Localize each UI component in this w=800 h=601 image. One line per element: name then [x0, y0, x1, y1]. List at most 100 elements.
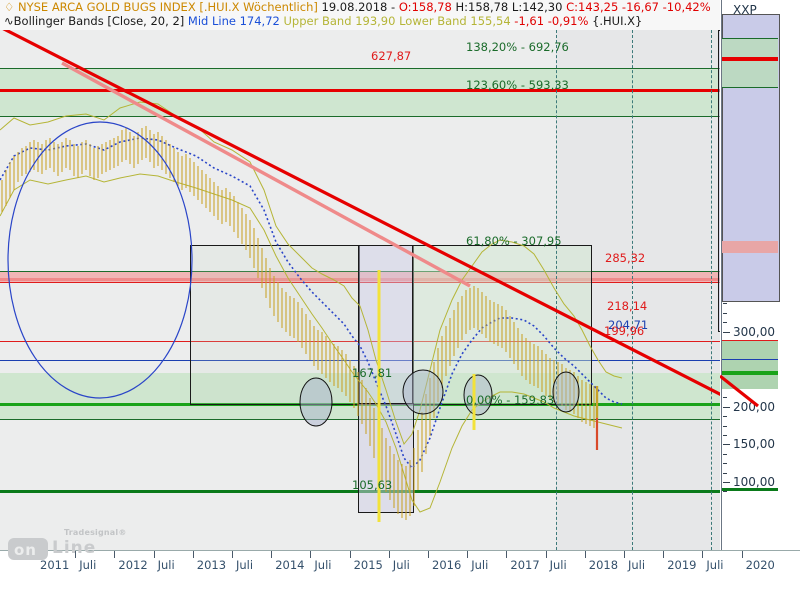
time-tick-label: Juli: [79, 558, 97, 572]
time-tick-label: 2018: [588, 558, 619, 572]
highlight-ellipse-2: [402, 369, 444, 415]
level-line-593: [0, 116, 720, 117]
forecast-level-204: [722, 359, 778, 360]
instrument-name: NYSE ARCA GOLD BUGS INDEX [.HUI.X Wöchen…: [17, 0, 318, 14]
price-label-167: 167,81: [352, 366, 393, 380]
level-line-627: [0, 89, 720, 92]
time-tick-label: 2017: [510, 558, 540, 572]
fib-label-000: 0,00% - 159,83: [466, 393, 555, 407]
vline-30-12-2018: [632, 30, 633, 550]
downtrend-line-secondary: [61, 61, 471, 288]
logo-on-text: on: [14, 541, 37, 559]
logo-line-text: Line: [52, 538, 97, 558]
time-tick-label: Juli: [157, 558, 175, 572]
change-percent: -10,42%: [662, 0, 711, 14]
time-tick: [310, 551, 312, 558]
time-tick: [153, 551, 155, 558]
upperband-value: 193,90: [355, 14, 396, 28]
time-tick: [75, 551, 77, 558]
time-tick: [663, 551, 665, 558]
forecast-level-627: [722, 57, 778, 61]
price-tick-minor: [723, 322, 727, 324]
time-tick: [506, 551, 508, 558]
fib-label-618: 61,80% - 307,95: [466, 234, 562, 248]
price-tick: [723, 482, 730, 483]
price-tick-label: 200,00: [733, 399, 775, 414]
level-line-285b: [0, 282, 720, 283]
high-label: H:: [455, 0, 468, 14]
vline-14-01-2018: [556, 30, 557, 550]
time-tick-label: 2020: [745, 558, 775, 572]
price-tick-label: 100,00: [733, 475, 775, 489]
time-tick: [467, 551, 469, 558]
quote-date: 19.08.2018 -: [321, 0, 396, 14]
indicator-change-percent: -0,91%: [547, 14, 589, 28]
price-axis-line: [721, 0, 722, 600]
level-line-218: [0, 341, 720, 342]
level-line-285: [0, 278, 720, 281]
open-value: 158,78: [411, 0, 452, 14]
range-box-left[interactable]: [190, 245, 360, 405]
price-tick-minor: [723, 453, 727, 455]
fib-label-123: 123,60% - 593,33: [466, 78, 569, 92]
logo-on-badge: [8, 538, 48, 560]
price-axis-unit: XXP: [733, 3, 757, 17]
indicator-name: Bollinger Bands [Close, 20, 2]: [13, 14, 185, 28]
time-tick-label: 2019: [667, 558, 697, 572]
close-label: C:: [566, 0, 579, 14]
price-label-627: 627,87: [371, 49, 412, 63]
time-tick: [584, 551, 586, 558]
time-tick-label: 2015: [353, 558, 383, 572]
time-tick-label: Juli: [471, 558, 489, 572]
price-tick-label: 150,00: [733, 437, 775, 452]
vline-29-12: [711, 30, 712, 550]
price-tick: [723, 331, 730, 333]
time-tick-label: Juli: [314, 558, 332, 572]
instrument-legend-row[interactable]: ♢ NYSE ARCA GOLD BUGS INDEX [.HUI.X Wöch…: [4, 1, 711, 14]
time-tick: [192, 551, 194, 558]
forecast-fib-zone-upper: [722, 38, 778, 88]
highlight-ellipse-4: [552, 371, 580, 413]
level-line-307: [0, 271, 720, 272]
low-value: 142,30: [522, 0, 563, 14]
time-tick: [624, 551, 625, 558]
time-tick: [232, 551, 233, 558]
bollinger-lower-band: [0, 173, 623, 513]
price-series-svg: [0, 30, 720, 522]
chart-plot-area[interactable]: 138,20% - 692,76 123,60% - 593,33 61,80%…: [0, 30, 720, 550]
time-tick-label: 2011: [40, 558, 70, 572]
logo-tradesignal-text: Tradesignal®: [64, 528, 127, 537]
price-label-105: 105,63: [352, 478, 393, 492]
time-tick: [702, 551, 704, 558]
time-axis[interactable]: 2011 Juli 2012 Juli 2013 Juli 2014 Juli 2015 Juli…: [0, 550, 800, 601]
price-candles: [1, 126, 595, 520]
indicator-change-absolute: -1,61: [514, 14, 545, 28]
indicator-legend-row[interactable]: ∿Bollinger Bands [Close, 20, 2] Mid Line…: [4, 15, 642, 28]
downtrend-line-main: [2, 30, 720, 396]
close-value: 143,25: [578, 0, 619, 14]
time-tick: [388, 551, 390, 558]
upperband-label: Upper Band: [283, 14, 352, 28]
future-projection-box[interactable]: [718, 30, 720, 332]
price-label-204: 204,71: [608, 318, 649, 332]
open-label: O:: [398, 0, 412, 14]
indicator-symbol: {.HUI.X}: [592, 14, 643, 28]
lowerband-label: Lower Band: [399, 14, 467, 28]
forecast-level-105: [722, 488, 778, 491]
tradesignal-logo: Tradesignal® on Line: [8, 528, 126, 562]
time-tick-label: Juli: [236, 558, 254, 572]
price-label-218: 218,14: [607, 299, 648, 313]
time-tick-label: 2013: [196, 558, 227, 572]
time-tick: [428, 551, 429, 558]
time-tick-label: 2012: [118, 558, 148, 572]
cycle-arc-left: [7, 121, 193, 399]
time-tick: [349, 551, 351, 558]
fib-label-138: 138,20% - 692,76: [466, 40, 569, 54]
high-value: 158,78: [468, 0, 509, 14]
time-tick: [545, 551, 547, 558]
change-absolute: -16,67: [621, 0, 659, 14]
forecast-fib-zone-zero: [722, 341, 778, 389]
highlight-ellipse-1: [299, 377, 333, 427]
time-tick-label: Juli: [549, 558, 567, 572]
time-tick-label: Juli: [706, 558, 724, 572]
